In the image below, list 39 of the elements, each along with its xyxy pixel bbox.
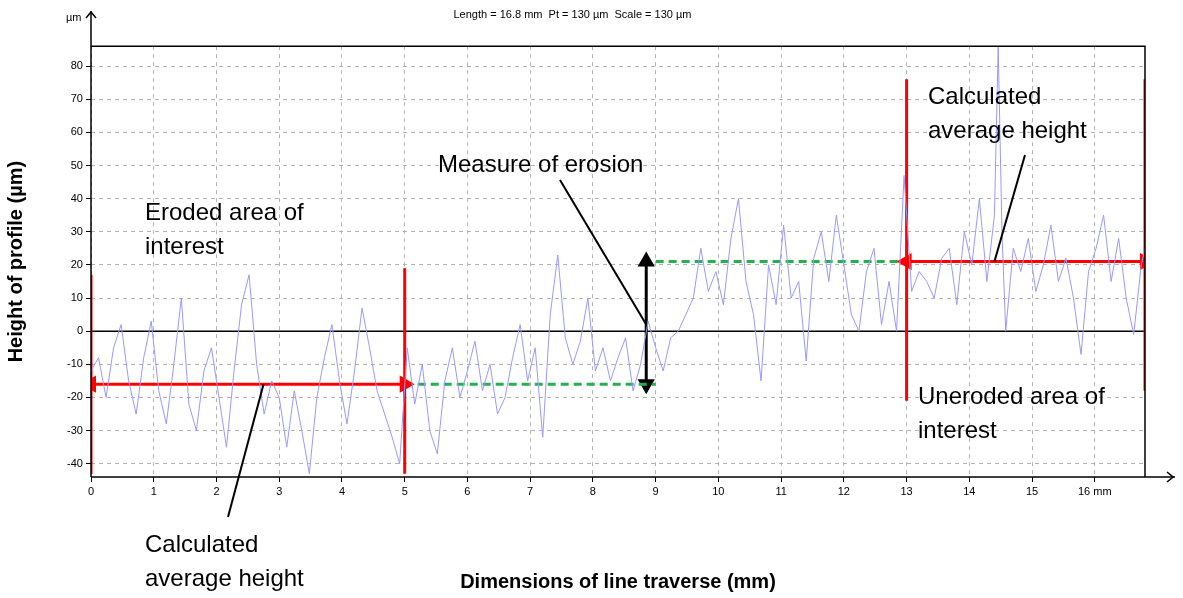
- x-tick-label: 7: [527, 484, 534, 497]
- x-tick-label: 1: [150, 484, 157, 497]
- annotation: Measure of erosion: [438, 149, 644, 177]
- x-tick-label: 10: [712, 484, 725, 497]
- y-tick-label: 20: [70, 257, 83, 270]
- y-tick-label: -10: [67, 357, 83, 370]
- x-tick-label: 9: [652, 484, 659, 497]
- y-tick-label: 60: [70, 125, 83, 138]
- x-tick-label: 16 mm: [1078, 484, 1112, 497]
- y-tick-label: 80: [70, 59, 83, 72]
- annotation: Calculated average height: [928, 81, 1088, 144]
- chart-title: Length = 16.8 mm Pt = 130 µm Scale = 130 µm: [453, 7, 692, 20]
- x-tick-label: 6: [464, 484, 471, 497]
- text: µm: [66, 11, 82, 24]
- x-tick-label: 8: [589, 484, 596, 497]
- y-tick-label: 50: [70, 158, 83, 171]
- x-tick-label: 13: [900, 484, 913, 497]
- y-tick-label: 40: [70, 191, 83, 204]
- y-tick-label: -30: [67, 423, 83, 436]
- x-tick-label: 3: [276, 484, 283, 497]
- x-tick-label: 4: [338, 484, 346, 497]
- annotation: Calculated average height: [145, 529, 305, 592]
- x-tick-label: 12: [837, 484, 850, 497]
- y-axis-title: Height of profile (µm): [3, 160, 26, 363]
- x-tick-label: 15: [1025, 484, 1039, 497]
- x-tick-label: 5: [401, 484, 408, 497]
- y-tick-label: 10: [70, 291, 83, 304]
- x-axis-title: Dimensions of line traverse (mm): [460, 569, 776, 592]
- x-tick-label: 0: [87, 484, 95, 497]
- x-tick-label: 2: [213, 484, 220, 497]
- y-tick-label: 30: [70, 224, 83, 237]
- y-tick-label: -20: [67, 390, 83, 403]
- annotation: Uneroded area of interest: [918, 381, 1106, 444]
- y-tick-label: -40: [67, 456, 83, 469]
- x-tick-label: 11: [775, 484, 787, 497]
- annotation: Eroded area of interest: [145, 197, 305, 260]
- y-tick-label: 70: [70, 92, 83, 105]
- y-tick-label: 0: [76, 324, 83, 337]
- x-tick-label: 14: [963, 484, 976, 497]
